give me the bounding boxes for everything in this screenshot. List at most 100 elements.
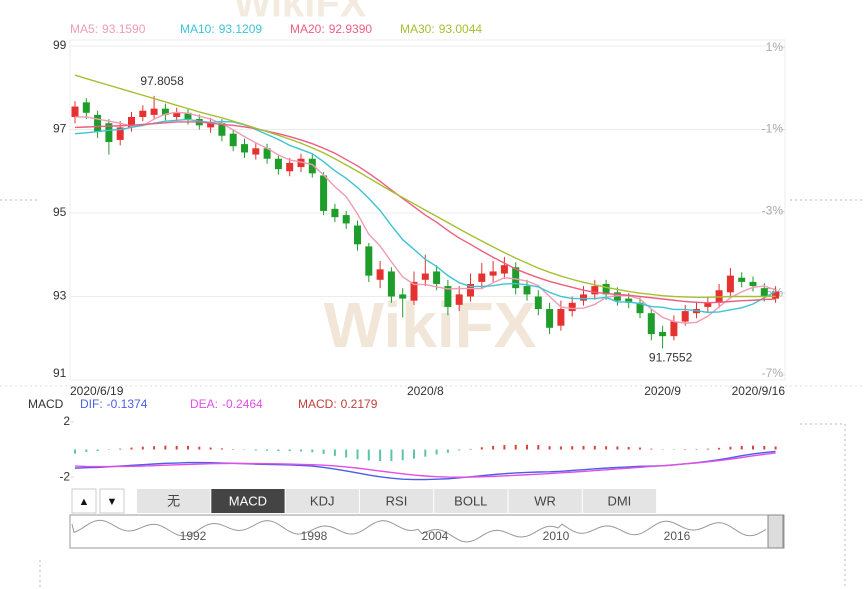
macd-bar: [514, 444, 517, 450]
navigator-handle[interactable]: [767, 514, 784, 549]
y-tick-label: 2: [63, 414, 70, 428]
macd-bar: [571, 446, 574, 450]
y2-tick-label: -3%: [762, 204, 784, 218]
candle-body: [738, 277, 746, 282]
macd-bar: [458, 449, 461, 451]
y2-tick-label: 1%: [766, 40, 784, 54]
candle-body: [263, 148, 271, 159]
indicator-tab-label: WR: [534, 493, 556, 508]
macd-bar: [367, 449, 370, 461]
indicator-tab[interactable]: [508, 489, 582, 513]
indicator-tab[interactable]: [434, 489, 508, 513]
macd-bar: [232, 449, 235, 450]
ma-line: [75, 111, 776, 324]
candle-body: [150, 108, 158, 115]
ma-line: [74, 121, 776, 304]
candle-body: [274, 158, 282, 170]
x-tick-label: 2020/9/16: [732, 384, 786, 398]
macd-bar: [695, 449, 698, 450]
candle-body: [512, 267, 520, 289]
indicator-tab[interactable]: [359, 489, 434, 513]
y-tick-label: 95: [53, 205, 67, 219]
arrow-label: ▲: [79, 496, 90, 508]
candle-body: [647, 313, 655, 335]
macd-bar: [593, 445, 596, 450]
navigator-year: 2004: [422, 529, 449, 543]
macd-bar: [446, 449, 449, 453]
macd-bar: [661, 449, 664, 450]
candle-body: [410, 281, 418, 301]
macd-bar: [650, 448, 653, 450]
legend-value: 0.2179: [341, 397, 378, 411]
macd-bar: [379, 449, 382, 462]
candle-body: [455, 294, 463, 305]
candle-body: [749, 281, 757, 287]
legend-entry: DIF: -0.1374: [80, 397, 148, 411]
candle-body: [71, 106, 79, 117]
candle-body: [433, 271, 441, 284]
indicator-tab-label: DMI: [607, 493, 631, 508]
candle-body: [760, 288, 768, 297]
legend-value: -0.2464: [222, 397, 263, 411]
candle-body: [467, 283, 474, 297]
macd-bar: [198, 446, 201, 450]
navigator-year: 1992: [180, 529, 207, 543]
macd-bar: [141, 446, 144, 450]
ma-line: [74, 74, 776, 299]
legend-entry: MA20: 92.9390: [290, 22, 372, 36]
indicator-tab-label: BOLL: [454, 493, 487, 508]
candle-body: [704, 302, 712, 307]
legend-name: MA5:: [70, 22, 98, 36]
arrow-button[interactable]: [71, 488, 97, 514]
candle-body: [331, 208, 339, 218]
macd-bar: [684, 449, 687, 450]
candle-body: [726, 275, 734, 293]
indicator-tab-label: KDJ: [310, 493, 335, 508]
legend-value: 92.9390: [329, 22, 373, 36]
ma-line: [74, 118, 776, 314]
macd-bar: [187, 445, 189, 450]
candle-body: [252, 148, 260, 155]
candle-body: [523, 286, 531, 295]
candle-body: [365, 246, 373, 276]
candle-body: [546, 309, 554, 328]
legend-value: 93.0044: [439, 22, 483, 36]
macd-bar: [85, 449, 88, 452]
macd-bar: [288, 449, 291, 452]
candle-body: [116, 127, 124, 140]
macd-bar: [424, 449, 427, 457]
candle-body: [286, 162, 294, 172]
x-tick-label: 2020/6/19: [70, 384, 124, 398]
candle-body: [625, 298, 633, 303]
indicator-tab[interactable]: [137, 489, 211, 513]
macd-bar: [469, 448, 472, 450]
legend-name: DIF:: [80, 397, 103, 411]
indicator-tab[interactable]: [211, 489, 285, 513]
candle-body: [139, 110, 147, 117]
x-tick-label: 2020/8: [407, 384, 444, 398]
macd-bar: [706, 448, 709, 450]
macd-bar: [774, 446, 777, 450]
macd-bar: [164, 445, 167, 450]
y-tick-label: 91: [53, 366, 67, 380]
candle-body: [94, 114, 102, 132]
macd-bar: [153, 446, 156, 450]
candle-body: [534, 296, 542, 310]
indicator-tab[interactable]: [285, 489, 359, 513]
macd-bar: [390, 449, 393, 462]
candle-body: [399, 294, 407, 299]
indicator-tab-label: 无: [167, 493, 180, 508]
macd-bar: [254, 449, 257, 451]
macd-bar: [480, 447, 483, 450]
macd-bar: [605, 446, 608, 450]
y2-tick-label: -1%: [762, 122, 784, 136]
arrow-button[interactable]: [99, 488, 125, 514]
legend-name: MA20:: [290, 22, 325, 36]
macd-bar: [718, 447, 721, 450]
navigator-year: 1998: [301, 529, 328, 543]
macd-bar: [537, 445, 540, 450]
candle-body: [772, 291, 780, 299]
indicator-tab[interactable]: [582, 489, 657, 513]
indicator-tab-label: MACD: [229, 493, 267, 508]
candle-body: [229, 133, 237, 147]
